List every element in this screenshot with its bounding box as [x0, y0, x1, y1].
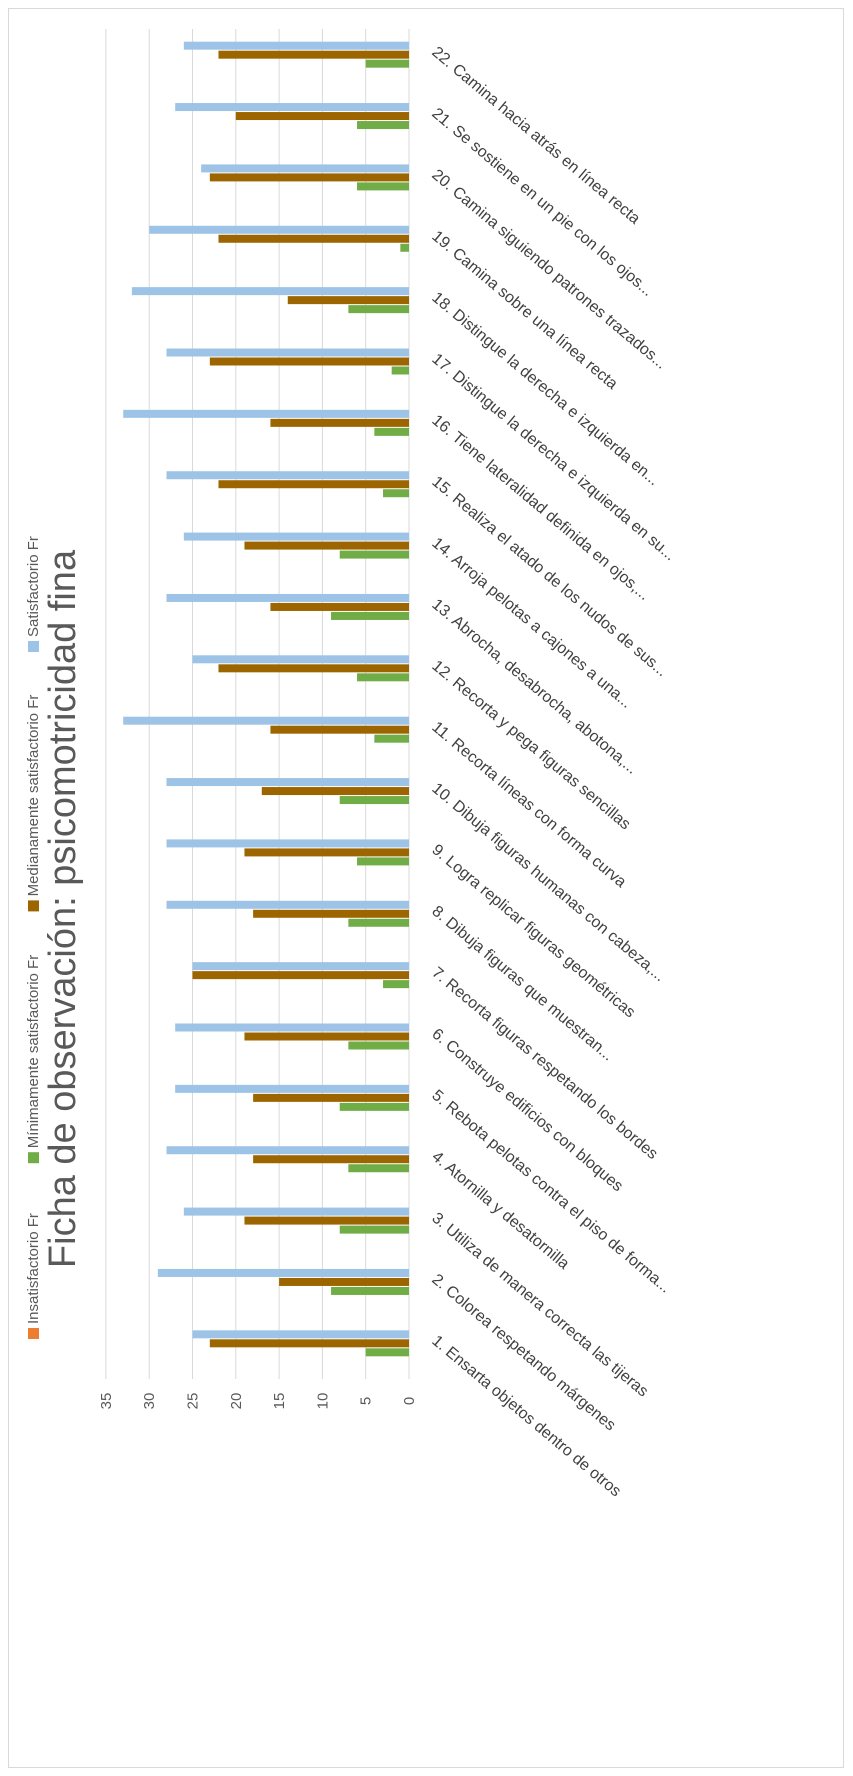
bar-12-series-4 — [192, 655, 409, 664]
grid-layer — [105, 29, 410, 1379]
chart-frame: Ficha de observación: psicomotricidad fi… — [8, 8, 844, 1768]
bar-22-series-3 — [218, 50, 409, 59]
bar-13-series-2 — [331, 611, 409, 620]
bar-11-series-3 — [270, 725, 409, 734]
tick-label: 35 — [98, 1393, 115, 1410]
bar-4-series-4 — [166, 1146, 409, 1155]
tick-label: 10 — [314, 1393, 331, 1410]
legend-item: Satisfactorio Fr — [25, 536, 42, 652]
bar-10-series-3 — [261, 787, 409, 796]
bar-13-series-4 — [166, 593, 409, 602]
bar-12-series-3 — [218, 664, 409, 673]
legend-swatch — [28, 1152, 39, 1164]
bar-7-series-2 — [383, 980, 409, 989]
bar-18-series-4 — [131, 287, 409, 296]
bar-8-series-3 — [253, 909, 409, 918]
bar-1-series-2 — [365, 1348, 409, 1357]
bar-17-series-3 — [209, 357, 409, 366]
bar-22-series-4 — [183, 41, 409, 50]
bar-12-series-2 — [357, 673, 409, 682]
bar-11-series-2 — [374, 734, 409, 743]
bar-9-series-2 — [357, 857, 409, 866]
legend-item: Mínimamente satisfactorio Fr — [25, 955, 42, 1164]
bar-10-series-2 — [339, 796, 409, 805]
bar-19-series-3 — [218, 234, 409, 243]
bar-7-series-3 — [192, 971, 409, 980]
bar-3-series-4 — [183, 1207, 409, 1216]
tick-label: 15 — [271, 1393, 288, 1410]
chart-title: Ficha de observación: psicomotricidad fi… — [42, 549, 84, 1268]
bar-14-series-3 — [244, 541, 409, 550]
tick-label: 25 — [185, 1393, 202, 1410]
tick-label: 30 — [141, 1393, 158, 1410]
bar-1-series-3 — [209, 1339, 409, 1348]
category-label: 4. Atornilla y desatornilla — [428, 1148, 572, 1273]
legend-label: Medianamente satisfactorio Fr — [25, 695, 42, 897]
legend-label: Insatisfactorio Fr — [25, 1213, 42, 1324]
bar-3-series-3 — [244, 1216, 409, 1225]
tick-label: 5 — [358, 1397, 375, 1405]
bar-10-series-4 — [166, 778, 409, 787]
bar-6-series-3 — [244, 1032, 409, 1041]
bar-5-series-3 — [253, 1093, 409, 1102]
bar-20-series-2 — [357, 182, 409, 191]
bar-19-series-2 — [400, 243, 409, 252]
legend-label: Satisfactorio Fr — [25, 536, 42, 637]
bar-16-series-3 — [270, 418, 409, 427]
bar-15-series-3 — [218, 480, 409, 489]
bar-8-series-4 — [166, 900, 409, 909]
bar-15-series-4 — [166, 471, 409, 480]
legend-swatch — [28, 900, 39, 912]
bar-5-series-2 — [339, 1102, 409, 1111]
bar-13-series-3 — [270, 602, 409, 611]
bar-11-series-4 — [123, 716, 409, 725]
bar-14-series-4 — [183, 532, 409, 541]
bar-8-series-2 — [348, 918, 409, 927]
bar-3-series-2 — [339, 1225, 409, 1234]
bar-9-series-3 — [244, 848, 409, 857]
tick-label: 0 — [401, 1397, 418, 1405]
bar-14-series-2 — [339, 550, 409, 559]
bar-17-series-4 — [166, 348, 409, 357]
bar-2-series-2 — [331, 1286, 409, 1295]
bar-21-series-3 — [235, 112, 409, 121]
bar-17-series-2 — [391, 366, 409, 375]
bar-2-series-4 — [157, 1268, 409, 1277]
legend: Insatisfactorio Fr Mínimamente satisfacto… — [25, 536, 42, 1339]
bar-18-series-3 — [287, 296, 409, 305]
legend-item: Medianamente satisfactorio Fr — [25, 695, 42, 912]
bar-1-series-4 — [192, 1330, 409, 1339]
bar-7-series-4 — [192, 962, 409, 971]
legend-swatch — [28, 641, 39, 652]
legend-swatch — [28, 1328, 39, 1339]
bar-19-series-4 — [149, 225, 409, 234]
chart-svg: Ficha de observación: psicomotricidad fi… — [25, 29, 679, 1501]
bar-16-series-4 — [123, 409, 409, 418]
bar-6-series-2 — [348, 1041, 409, 1050]
bar-9-series-4 — [166, 839, 409, 848]
bars-layer — [123, 41, 409, 1357]
bar-15-series-2 — [383, 489, 409, 498]
tick-label: 20 — [228, 1393, 245, 1410]
bar-6-series-4 — [175, 1023, 409, 1032]
bar-4-series-2 — [348, 1164, 409, 1173]
bar-21-series-2 — [357, 121, 409, 130]
tick-labels: 0 5 10 15 20 25 30 35 — [98, 1393, 418, 1410]
legend-item: Insatisfactorio Fr — [25, 1213, 42, 1339]
legend-label: Mínimamente satisfactorio Fr — [25, 955, 42, 1148]
bar-22-series-2 — [365, 59, 409, 68]
bar-16-series-2 — [374, 427, 409, 436]
bar-5-series-4 — [175, 1084, 409, 1093]
bar-2-series-3 — [279, 1277, 409, 1286]
bar-18-series-2 — [348, 305, 409, 314]
bar-21-series-4 — [175, 103, 409, 112]
bar-20-series-4 — [201, 164, 409, 173]
bar-4-series-3 — [253, 1155, 409, 1164]
bar-20-series-3 — [209, 173, 409, 182]
